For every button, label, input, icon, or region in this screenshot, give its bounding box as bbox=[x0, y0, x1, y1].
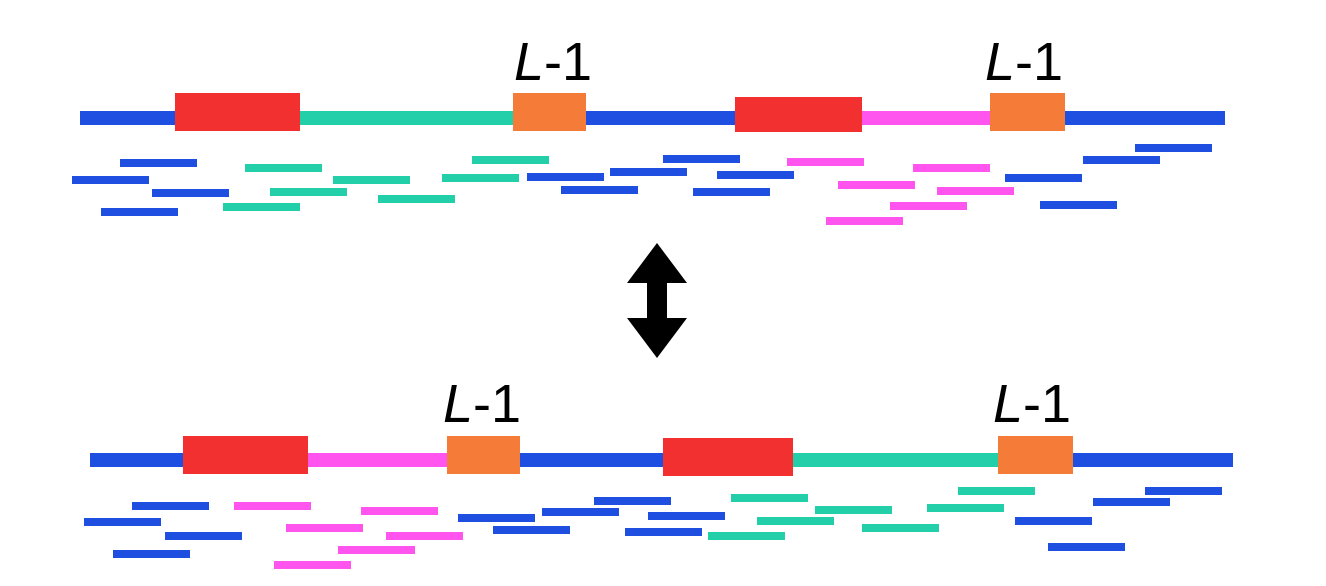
label-suffix: -1 bbox=[544, 32, 592, 92]
red-block bbox=[663, 438, 793, 476]
label-variable: L bbox=[514, 32, 544, 92]
orange-block bbox=[990, 93, 1065, 131]
label-variable: L bbox=[993, 374, 1023, 434]
double-arrow bbox=[627, 243, 687, 358]
label-suffix: -1 bbox=[1015, 32, 1063, 92]
label-suffix: -1 bbox=[1023, 374, 1071, 434]
red-block bbox=[735, 97, 862, 132]
red-block bbox=[183, 436, 308, 474]
label: L-1 bbox=[443, 374, 521, 434]
orange-block bbox=[513, 93, 586, 131]
orange-block bbox=[447, 436, 520, 474]
red-block bbox=[175, 93, 300, 131]
label: L-1 bbox=[514, 32, 592, 92]
label-variable: L bbox=[443, 374, 473, 434]
label: L-1 bbox=[985, 32, 1063, 92]
label-suffix: -1 bbox=[473, 374, 521, 434]
label-variable: L bbox=[985, 32, 1015, 92]
orange-block bbox=[998, 436, 1073, 474]
label: L-1 bbox=[993, 374, 1071, 434]
